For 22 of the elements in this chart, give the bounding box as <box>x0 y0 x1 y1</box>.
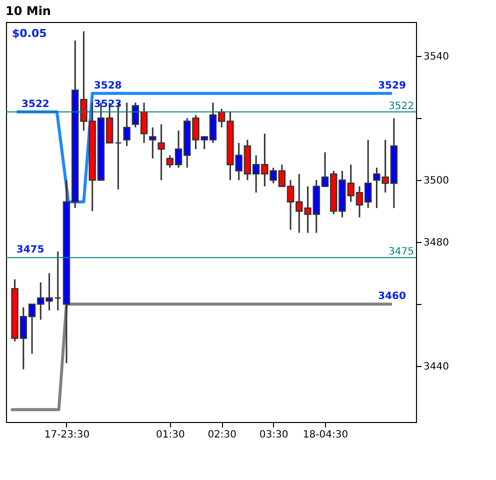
y-tick-label: 3540 <box>424 52 449 63</box>
annotation: $0.05 <box>12 27 47 40</box>
candlestick <box>149 126 156 160</box>
x-tick-label: 18-04:30 <box>302 430 348 440</box>
annotation: 3522 <box>22 98 50 110</box>
x-tick-label: 01:30 <box>156 430 185 440</box>
y-tick-label: 3440 <box>424 362 449 373</box>
candlestick <box>158 124 165 181</box>
x-tick-label: 02:30 <box>208 430 237 440</box>
annotation: 3460 <box>378 291 406 302</box>
annotation: 3528 <box>94 80 122 92</box>
ref-line-label: 3475 <box>388 246 414 258</box>
annotation: 3475 <box>16 244 44 256</box>
annotation: 3529 <box>378 80 406 92</box>
x-tick-label: 03:30 <box>259 430 288 440</box>
chart-title: 10 Min <box>6 4 51 18</box>
candlestick <box>123 102 130 147</box>
y-tick-label: 3500 <box>424 176 449 187</box>
candlestick <box>54 250 62 312</box>
y-tick-label: 3480 <box>424 238 449 249</box>
x-tick-label: 17-23:30 <box>44 430 90 440</box>
ref-line-label: 3522 <box>388 100 414 112</box>
